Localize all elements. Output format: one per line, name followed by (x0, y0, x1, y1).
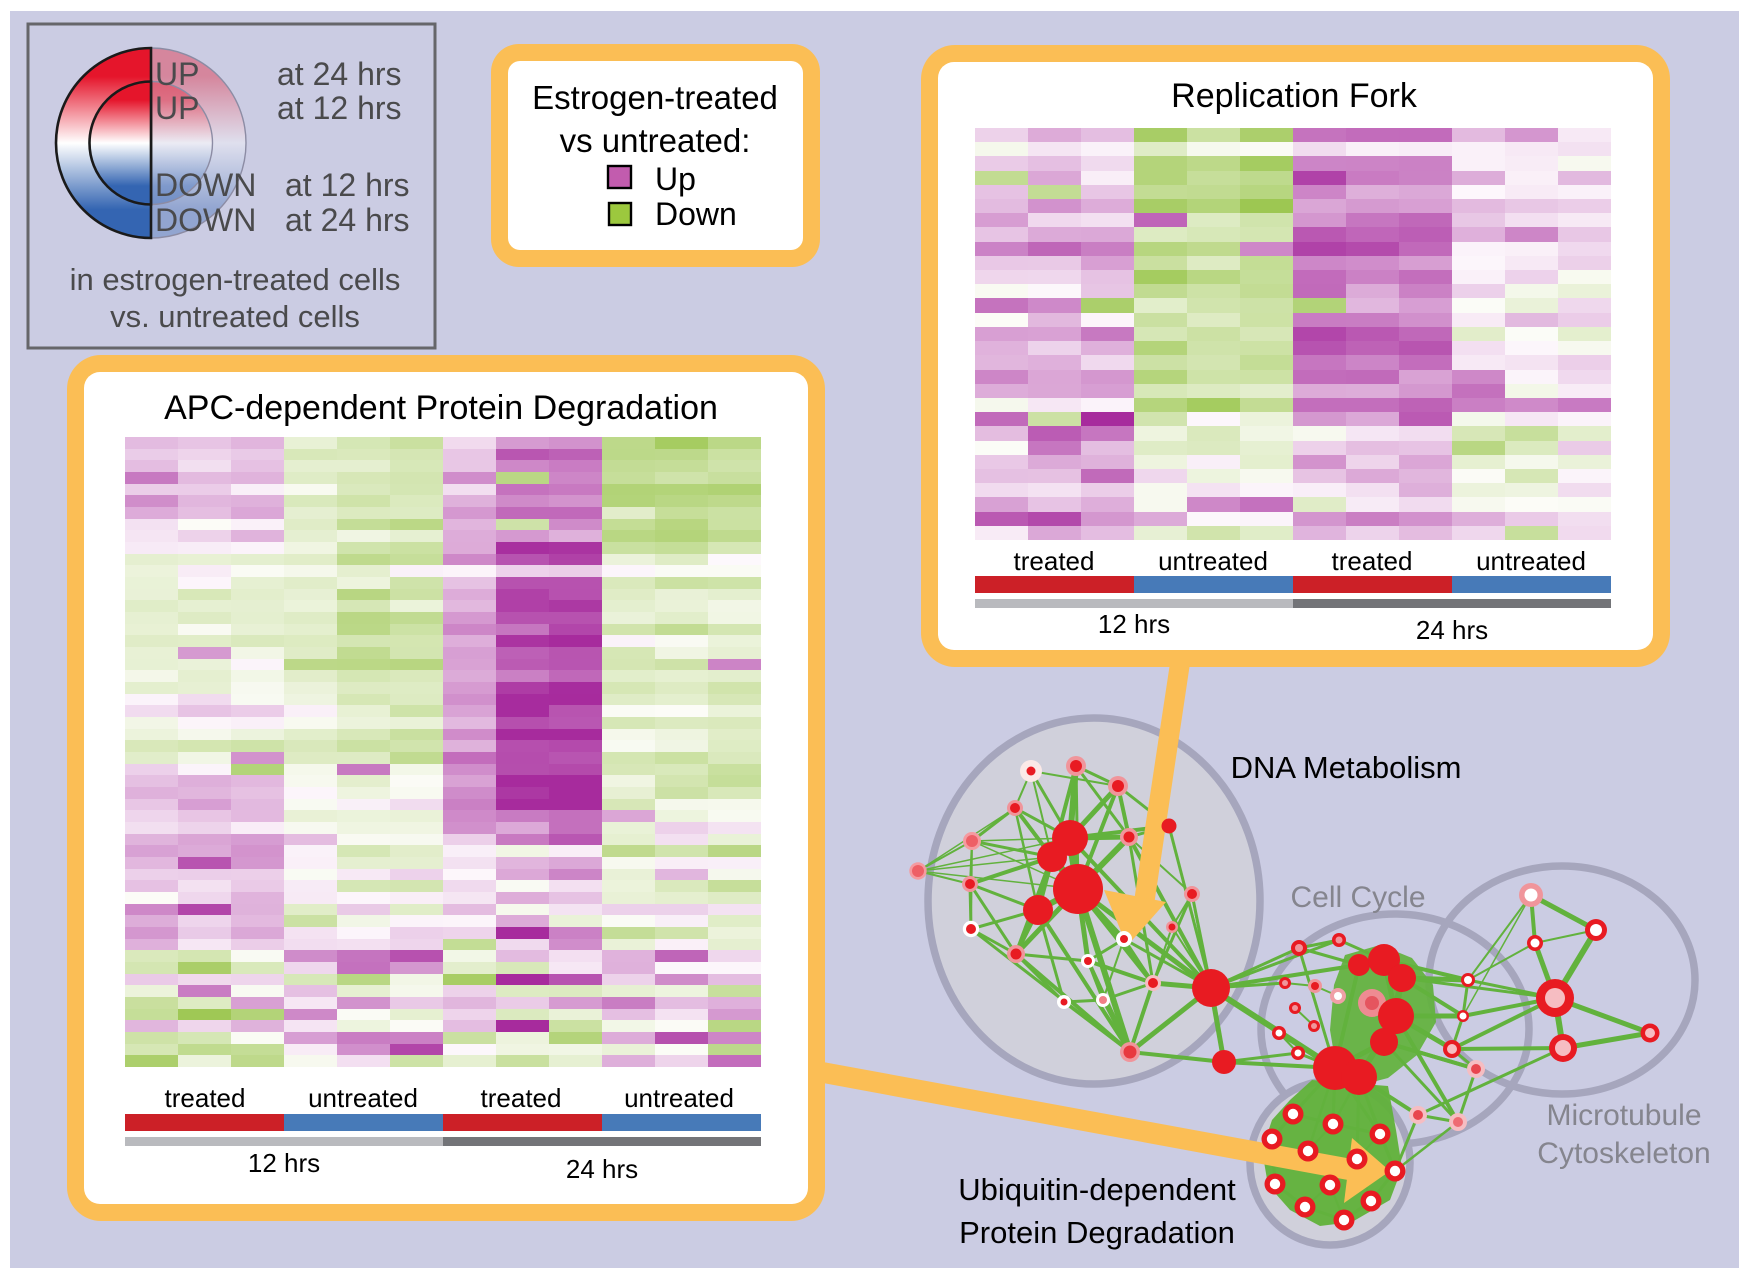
svg-text:Cell Cycle: Cell Cycle (1290, 881, 1425, 914)
svg-text:Ubiquitin-dependent: Ubiquitin-dependent (958, 1172, 1236, 1207)
svg-text:12 hrs: 12 hrs (248, 1148, 320, 1178)
svg-text:at 24 hrs: at 24 hrs (285, 202, 410, 238)
svg-text:vs untreated:: vs untreated: (560, 122, 751, 159)
svg-text:untreated: untreated (624, 1083, 734, 1113)
svg-text:at 12 hrs: at 12 hrs (277, 90, 402, 126)
svg-text:at 12 hrs: at 12 hrs (285, 167, 410, 203)
svg-text:UP: UP (155, 90, 199, 126)
svg-text:Down: Down (655, 196, 737, 232)
svg-text:Up: Up (655, 161, 696, 197)
svg-text:vs. untreated cells: vs. untreated cells (110, 299, 360, 334)
svg-text:in estrogen-treated cells: in estrogen-treated cells (70, 262, 401, 297)
svg-text:untreated: untreated (1158, 546, 1268, 576)
svg-text:DNA Metabolism: DNA Metabolism (1231, 750, 1462, 785)
svg-text:treated: treated (1332, 546, 1413, 576)
svg-text:Estrogen-treated: Estrogen-treated (532, 79, 778, 116)
svg-text:DOWN: DOWN (155, 202, 256, 238)
svg-text:treated: treated (165, 1083, 246, 1113)
svg-text:UP: UP (155, 56, 199, 92)
svg-text:DOWN: DOWN (155, 167, 256, 203)
svg-text:untreated: untreated (1476, 546, 1586, 576)
svg-text:24 hrs: 24 hrs (1416, 615, 1488, 645)
svg-text:Cytoskeleton: Cytoskeleton (1537, 1137, 1710, 1170)
svg-text:Protein Degradation: Protein Degradation (959, 1215, 1235, 1250)
svg-text:treated: treated (1014, 546, 1095, 576)
svg-text:24 hrs: 24 hrs (566, 1154, 638, 1184)
svg-text:Replication Fork: Replication Fork (1171, 77, 1418, 115)
svg-text:treated: treated (481, 1083, 562, 1113)
svg-text:APC-dependent Protein Degradat: APC-dependent Protein Degradation (164, 389, 718, 427)
svg-text:Microtubule: Microtubule (1546, 1099, 1701, 1132)
svg-text:untreated: untreated (308, 1083, 418, 1113)
svg-text:12 hrs: 12 hrs (1098, 609, 1170, 639)
svg-text:at 24 hrs: at 24 hrs (277, 56, 402, 92)
